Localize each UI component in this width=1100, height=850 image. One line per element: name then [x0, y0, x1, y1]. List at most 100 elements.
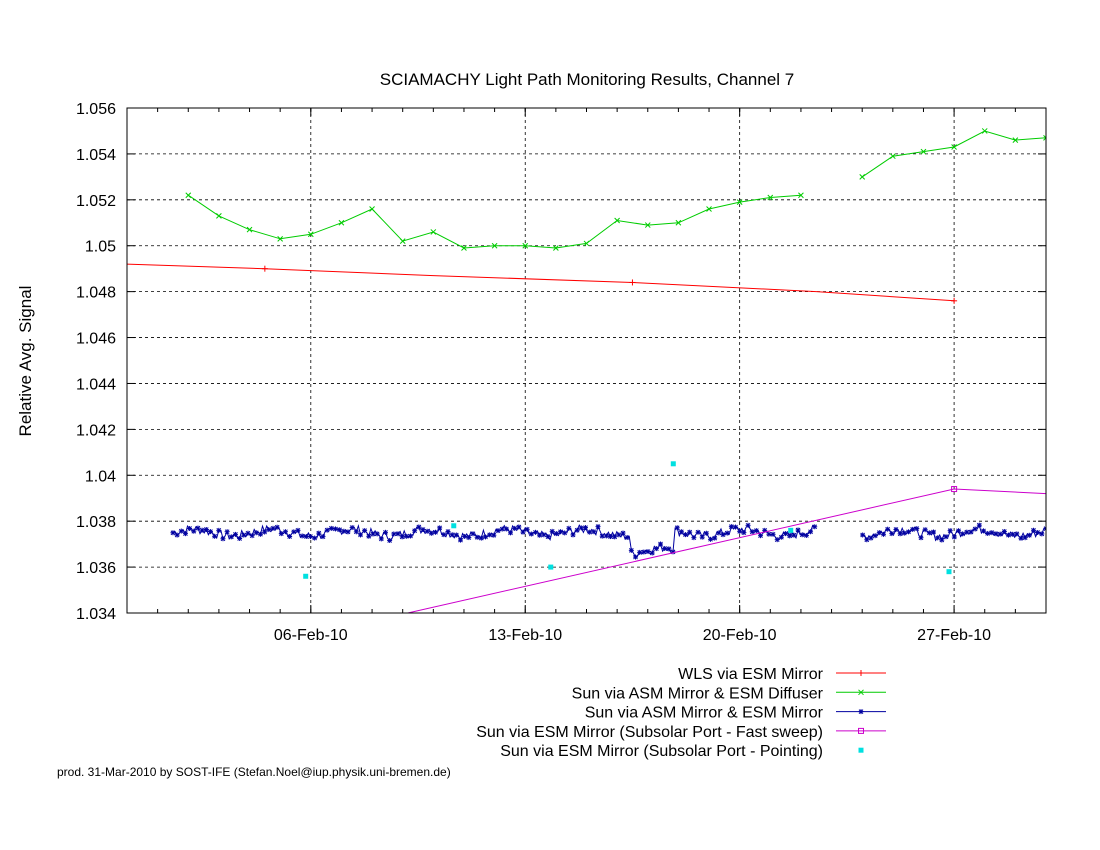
data-point [253, 530, 259, 536]
data-point [537, 532, 543, 538]
data-point [528, 531, 534, 537]
axis-ticks: 1.034 1.036 1.038 1.04 1.042 1.044 1.046 1.048 1… [76, 101, 1046, 644]
data-point [462, 533, 468, 539]
legend-marker [858, 670, 864, 676]
data-point [549, 528, 555, 534]
data-point [220, 536, 226, 542]
data-point [799, 532, 805, 538]
data-point [516, 524, 522, 530]
data-point [753, 528, 759, 534]
y-axis-label: Relative Avg. Signal [16, 286, 35, 437]
data-point [955, 528, 961, 534]
data-point [766, 531, 772, 537]
data-point [366, 533, 372, 539]
data-point [860, 532, 866, 538]
data-point [787, 533, 793, 539]
plot-frame [126, 107, 1047, 614]
data-point [930, 529, 936, 535]
data-point [993, 531, 999, 537]
legend-marker [858, 747, 864, 753]
data-point [637, 549, 643, 555]
data-point [187, 525, 193, 531]
data-point [1010, 531, 1016, 537]
data-point [587, 529, 593, 535]
data-point [441, 532, 447, 538]
data-point [374, 531, 380, 537]
plot-area [127, 128, 1046, 613]
data-point [889, 531, 895, 537]
data-point [412, 528, 418, 534]
data-point [262, 529, 268, 535]
data-point [428, 530, 434, 536]
data-point [666, 546, 672, 552]
data-point [545, 534, 551, 540]
data-point [566, 525, 572, 531]
data-point [191, 528, 197, 534]
data-point [416, 524, 422, 530]
data-point [935, 535, 941, 541]
data-point [872, 533, 878, 539]
data-point [939, 537, 945, 543]
y-tick-label: 1.056 [76, 101, 116, 118]
data-point [307, 534, 313, 540]
data-point [876, 530, 882, 536]
legend-marker [858, 709, 864, 715]
data-point [170, 530, 176, 536]
legend-entry: Sun via ESM Mirror (Subsolar Port - Poin… [500, 743, 864, 760]
credit-text: prod. 31-Mar-2010 by SOST-IFE (Stefan.No… [57, 765, 451, 779]
data-point [641, 549, 647, 555]
data-point [487, 532, 493, 538]
data-point [812, 524, 818, 530]
data-point [195, 525, 201, 531]
data-point [716, 530, 722, 536]
data-point [345, 529, 351, 535]
grid-lines [127, 108, 1046, 613]
data-point [695, 529, 701, 535]
y-tick-label: 1.044 [76, 376, 116, 393]
data-point [237, 535, 243, 541]
legend-marker [858, 727, 864, 734]
data-point [249, 533, 255, 539]
data-point [653, 546, 659, 552]
data-point [278, 531, 284, 537]
data-point [1001, 528, 1007, 534]
data-point [1039, 531, 1045, 537]
legend-label: Sun via ASM Mirror & ESM Diffuser [572, 685, 824, 702]
y-tick-label: 1.034 [76, 606, 116, 623]
data-point [864, 537, 870, 543]
data-point [570, 532, 576, 538]
data-point [808, 529, 814, 535]
y-tick-label: 1.052 [76, 193, 116, 210]
data-point [687, 529, 693, 535]
data-point [868, 535, 874, 541]
data-point [1035, 530, 1041, 536]
data-point [274, 524, 280, 530]
data-point [282, 529, 288, 535]
data-point [770, 531, 776, 537]
legend-entry: Sun via ASM Mirror & ESM Mirror [585, 705, 886, 722]
data-point [299, 533, 305, 539]
data-point [1030, 527, 1036, 533]
data-point [291, 529, 297, 535]
data-point [583, 525, 589, 531]
data-point [432, 529, 438, 535]
data-point [880, 531, 886, 537]
x-tick-label: 27-Feb-10 [917, 627, 991, 644]
legend-label: Sun via ASM Mirror & ESM Mirror [585, 705, 824, 722]
data-point [449, 532, 455, 538]
data-point [914, 526, 920, 532]
data-point [328, 525, 334, 531]
data-point [733, 524, 739, 530]
data-point [362, 528, 368, 534]
data-point [691, 535, 697, 541]
data-point [178, 528, 184, 534]
data-point [798, 192, 804, 199]
data-point [758, 533, 764, 539]
data-point [403, 533, 409, 539]
data-point [595, 524, 601, 530]
data-point [303, 533, 309, 539]
data-point [391, 531, 397, 537]
data-point [608, 534, 614, 540]
x-tick-label: 06-Feb-10 [274, 627, 348, 644]
data-point [199, 527, 205, 533]
